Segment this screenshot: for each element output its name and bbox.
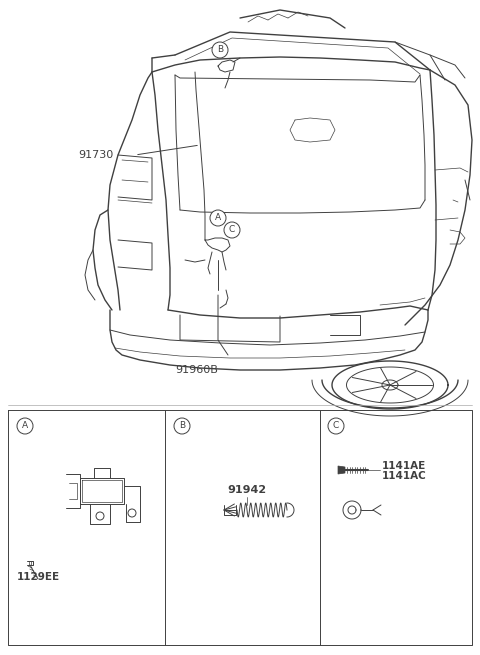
Text: 1141AC: 1141AC <box>382 471 427 481</box>
Text: B: B <box>217 45 223 54</box>
Circle shape <box>212 42 228 58</box>
Circle shape <box>174 418 190 434</box>
Polygon shape <box>338 466 345 474</box>
Text: C: C <box>333 422 339 430</box>
Circle shape <box>328 418 344 434</box>
Text: C: C <box>229 225 235 234</box>
Text: 1129EE: 1129EE <box>17 572 60 582</box>
Text: A: A <box>215 214 221 223</box>
Text: 91942: 91942 <box>228 485 266 495</box>
Text: B: B <box>179 422 185 430</box>
Circle shape <box>224 222 240 238</box>
Circle shape <box>210 210 226 226</box>
Text: 1141AE: 1141AE <box>382 461 426 471</box>
Text: 91730: 91730 <box>78 150 113 160</box>
Text: A: A <box>22 422 28 430</box>
Circle shape <box>17 418 33 434</box>
Text: 91960B: 91960B <box>175 365 218 375</box>
